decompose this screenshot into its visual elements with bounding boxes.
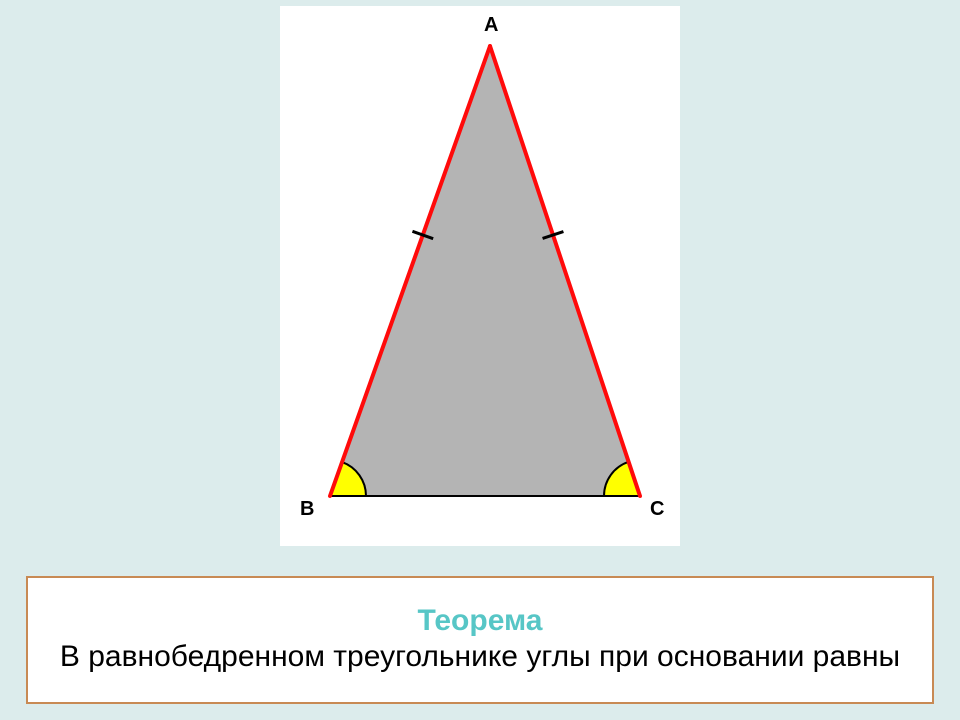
theorem-body: В равнобедренном треугольнике углы при о… [60,638,900,676]
theorem-title: Теорема [418,604,543,638]
page-root: A B C Теорема В равнобедренном треугольн… [0,0,960,720]
theorem-box: Теорема В равнобедренном треугольнике уг… [26,576,934,704]
triangle-svg [280,6,680,546]
vertex-label-a: A [484,14,498,37]
vertex-label-c: C [650,498,664,521]
triangle-fill [330,46,640,496]
diagram-panel: A B C [280,6,680,546]
vertex-label-b: B [300,498,314,521]
